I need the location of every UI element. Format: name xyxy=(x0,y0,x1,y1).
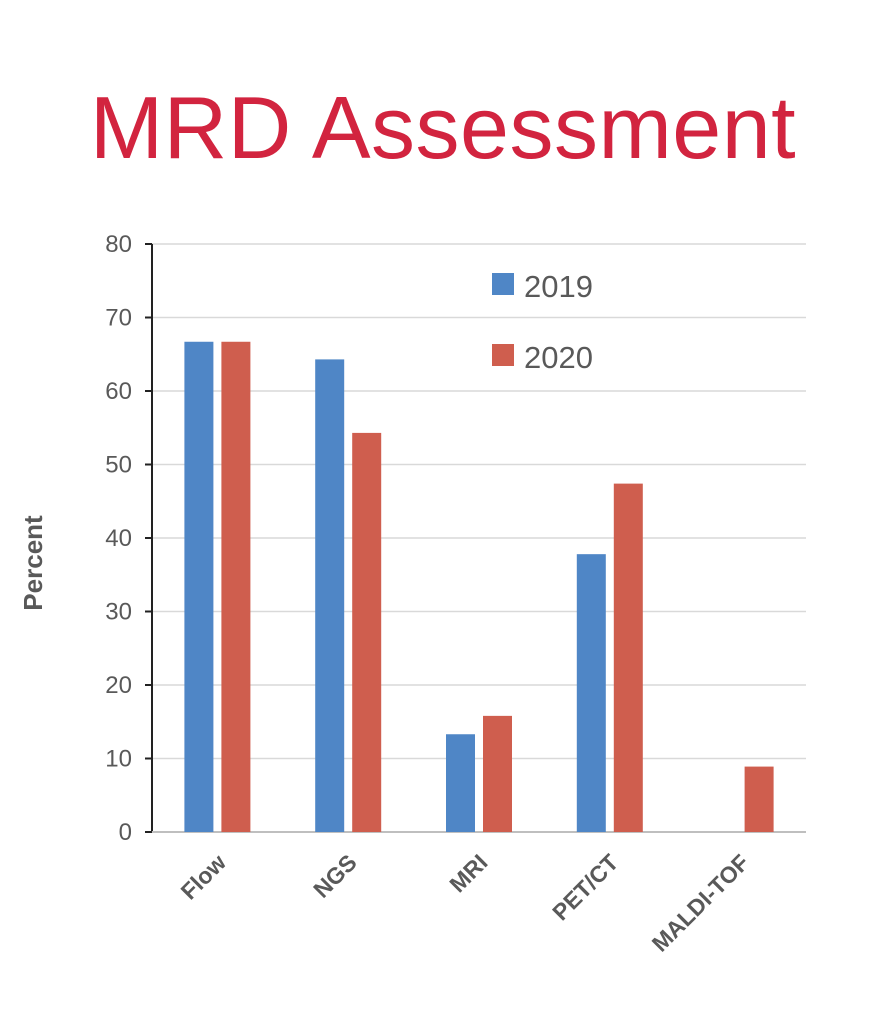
bar-2020-pet-ct xyxy=(613,483,643,832)
bar-2020-maldi-tof xyxy=(744,766,774,832)
y-tick-label: 80 xyxy=(105,231,132,258)
legend-swatch-2019 xyxy=(492,273,514,295)
legend: 2019 2020 xyxy=(492,269,593,375)
y-tick-label: 30 xyxy=(105,599,132,626)
legend-swatch-2020 xyxy=(492,344,514,366)
bar-2020-flow xyxy=(221,341,251,832)
y-tick-label: 20 xyxy=(105,672,132,699)
y-axis-label: Percent xyxy=(18,515,48,611)
y-tick-label: 50 xyxy=(105,452,132,479)
bar-2019-flow xyxy=(184,341,214,832)
x-tick-label: MRI xyxy=(444,849,492,897)
x-tick-label: Flow xyxy=(176,849,231,904)
chart-title: MRD Assessment xyxy=(89,78,797,177)
bar-2020-ngs xyxy=(352,432,382,832)
axis-labels: 0 10 20 30 40 50 60 70 80 Flow NGS MRI PET/CT MALDI-T… xyxy=(18,231,754,957)
gridlines xyxy=(152,243,806,760)
y-tick-label: 10 xyxy=(105,746,132,773)
x-tick-label: MALDI-TOF xyxy=(647,849,755,957)
legend-label-2020: 2020 xyxy=(524,340,593,375)
x-tick-label: PET/CT xyxy=(547,849,623,925)
bar-2019-ngs xyxy=(315,359,345,832)
y-tick-label: 70 xyxy=(105,305,132,332)
legend-label-2019: 2019 xyxy=(524,269,593,304)
axes xyxy=(145,243,806,833)
y-tick-label: 60 xyxy=(105,378,132,405)
bar-2020-mri xyxy=(483,715,512,832)
y-tick-label: 0 xyxy=(119,819,132,846)
bars xyxy=(184,341,774,832)
x-tick-label: NGS xyxy=(308,849,362,903)
y-tick-label: 40 xyxy=(105,525,132,552)
bar-2019-pet-ct xyxy=(576,554,606,832)
bar-2019-mri xyxy=(446,734,475,832)
